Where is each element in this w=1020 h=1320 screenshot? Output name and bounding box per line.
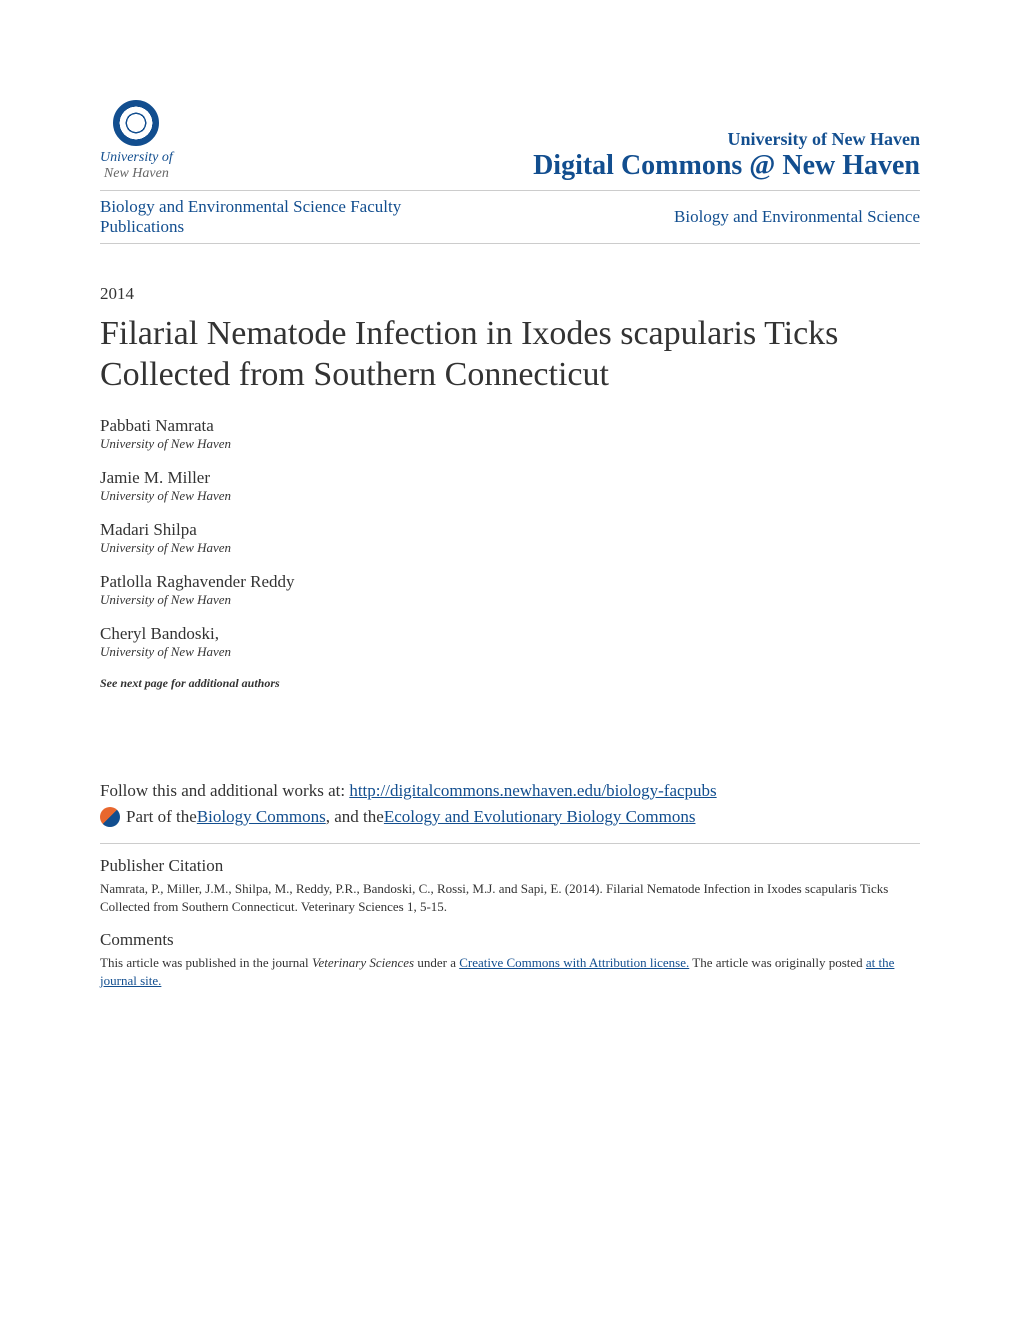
citation-heading: Publisher Citation: [100, 856, 920, 876]
author-affiliation: University of New Haven: [100, 488, 920, 504]
follow-prefix: Follow this and additional works at:: [100, 781, 349, 800]
more-authors-note: See next page for additional authors: [100, 676, 920, 691]
divider: [100, 843, 920, 844]
author-block: Jamie M. Miller University of New Haven: [100, 468, 920, 504]
author-name: Madari Shilpa: [100, 520, 920, 540]
publication-year: 2014: [100, 284, 920, 304]
commons-link-1[interactable]: Biology Commons: [197, 807, 326, 827]
header-section: University of New Haven University of Ne…: [100, 100, 920, 182]
collection-url-link[interactable]: http://digitalcommons.newhaven.edu/biolo…: [349, 781, 716, 800]
university-seal-icon: [113, 100, 159, 146]
institution-header: University of New Haven Digital Commons …: [533, 129, 920, 182]
network-middle: , and the: [326, 807, 384, 827]
logo-text-line1: University of: [100, 150, 173, 166]
author-affiliation: University of New Haven: [100, 644, 920, 660]
network-row: Part of the Biology Commons , and the Ec…: [100, 807, 920, 827]
author-name: Cheryl Bandoski,: [100, 624, 920, 644]
author-affiliation: University of New Haven: [100, 540, 920, 556]
author-block: Madari Shilpa University of New Haven: [100, 520, 920, 556]
article-title: Filarial Nematode Infection in Ixodes sc…: [100, 314, 920, 396]
repository-name[interactable]: Digital Commons @ New Haven: [533, 150, 920, 182]
institution-name: University of New Haven: [533, 129, 920, 150]
author-block: Pabbati Namrata University of New Haven: [100, 416, 920, 452]
network-globe-icon: [100, 807, 120, 827]
author-block: Patlolla Raghavender Reddy University of…: [100, 572, 920, 608]
author-name: Pabbati Namrata: [100, 416, 920, 436]
comments-mid: under a: [414, 955, 459, 970]
comments-before: This article was published in the journa…: [100, 955, 312, 970]
author-block: Cheryl Bandoski, University of New Haven: [100, 624, 920, 660]
logo-text-line2: New Haven: [104, 166, 169, 182]
breadcrumb-department-link[interactable]: Biology and Environmental Science: [674, 207, 920, 227]
comments-after: The article was originally posted: [689, 955, 866, 970]
journal-name-italic: Veterinary Sciences: [312, 955, 414, 970]
author-affiliation: University of New Haven: [100, 436, 920, 452]
commons-link-2[interactable]: Ecology and Evolutionary Biology Commons: [384, 807, 696, 827]
author-affiliation: University of New Haven: [100, 592, 920, 608]
comments-heading: Comments: [100, 930, 920, 950]
breadcrumb-collection-link[interactable]: Biology and Environmental Science Facult…: [100, 197, 480, 237]
author-name: Patlolla Raghavender Reddy: [100, 572, 920, 592]
follow-section: Follow this and additional works at: htt…: [100, 781, 920, 801]
comments-text: This article was published in the journa…: [100, 954, 920, 990]
logo-area: University of New Haven: [100, 100, 173, 182]
license-link[interactable]: Creative Commons with Attribution licens…: [459, 955, 689, 970]
network-prefix: Part of the: [126, 807, 197, 827]
breadcrumb: Biology and Environmental Science Facult…: [100, 190, 920, 244]
author-name: Jamie M. Miller: [100, 468, 920, 488]
citation-text: Namrata, P., Miller, J.M., Shilpa, M., R…: [100, 880, 920, 916]
